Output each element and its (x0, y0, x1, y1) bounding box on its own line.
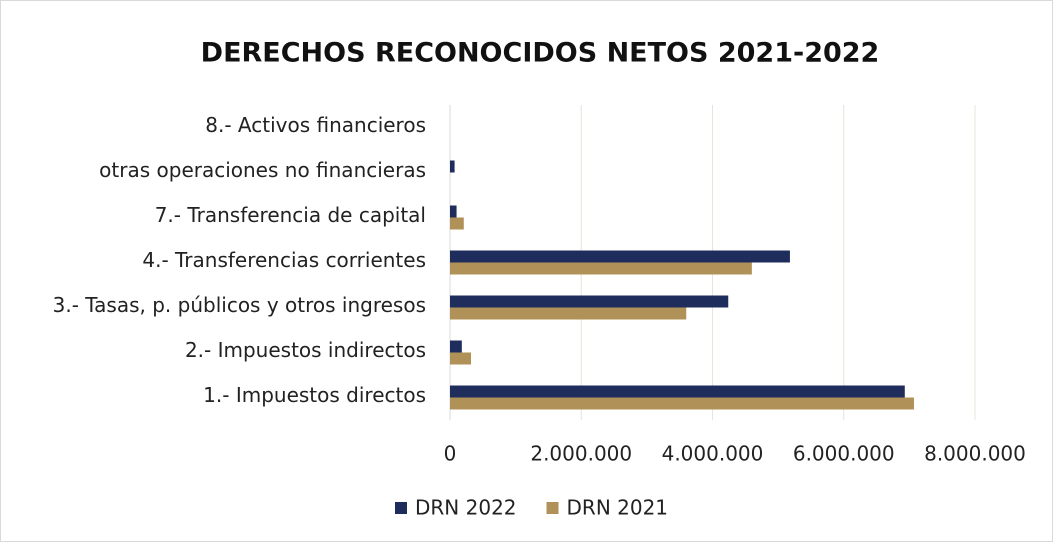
chart-title: DERECHOS RECONOCIDOS NETOS 2021-2022 (201, 38, 880, 69)
bar (450, 397, 914, 410)
bar (450, 340, 462, 353)
legend-swatch (546, 502, 559, 514)
y-tick-label: 4.- Transferencias corrientes (142, 248, 426, 272)
y-tick-label: 7.- Transferencia de capital (155, 203, 426, 227)
y-tick-label: 3.- Tasas, p. públicos y otros ingresos (53, 293, 426, 317)
legend-swatch (395, 502, 407, 514)
bar (450, 160, 455, 173)
x-tick-label: 0 (444, 442, 457, 466)
bar (450, 352, 471, 365)
bar (450, 250, 790, 263)
bar (450, 307, 687, 320)
legend-label: DRN 2022 (415, 496, 517, 520)
x-tick-label: 2.000.000 (530, 442, 632, 466)
legend-label: DRN 2021 (567, 496, 669, 520)
bar (450, 385, 905, 398)
y-tick-label: 1.- Impuestos directos (203, 383, 426, 407)
bar (450, 295, 729, 308)
bar (450, 217, 464, 230)
bar (450, 205, 457, 218)
y-tick-label: 2.- Impuestos indirectos (185, 338, 426, 362)
x-tick-label: 4.000.000 (662, 442, 764, 466)
y-tick-label: otras operaciones no financieras (99, 158, 426, 182)
x-tick-label: 6.000.000 (793, 442, 895, 466)
x-tick-label: 8.000.000 (924, 442, 1026, 466)
y-tick-label: 8.- Activos financieros (205, 113, 426, 137)
bar (450, 262, 752, 275)
